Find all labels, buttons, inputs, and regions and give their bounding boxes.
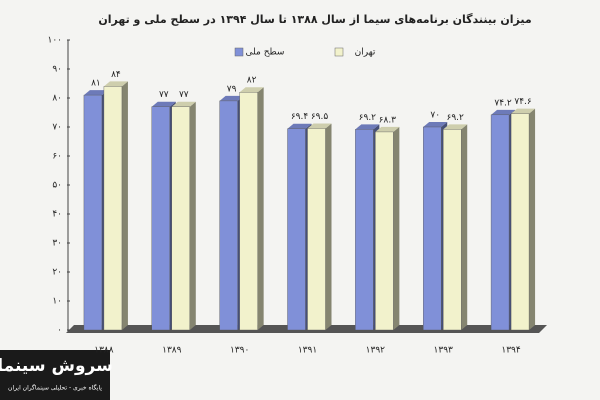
bar xyxy=(307,128,326,331)
bar-side xyxy=(121,81,128,331)
x-tick-label: ۱۳۸۹ xyxy=(162,346,182,356)
legend-label: سطح ملی xyxy=(246,48,285,58)
bar-top xyxy=(423,122,448,127)
y-tick-label: ۸۰ xyxy=(52,94,62,104)
y-tick-label: ۱۰ xyxy=(52,297,62,307)
y-tick-label: ۰ xyxy=(57,326,62,336)
x-tick-label: ۱۳۹۲ xyxy=(366,346,386,356)
y-tick-label: ۵۰ xyxy=(52,181,62,191)
bar-top xyxy=(511,108,536,114)
value-label: ۷۴.۶ xyxy=(514,97,532,107)
bar xyxy=(151,106,170,331)
value-label: ۸۲ xyxy=(247,76,257,86)
y-tick-label: ۴۰ xyxy=(52,210,62,220)
y-tick-label: ۹۰ xyxy=(52,65,62,75)
value-label: ۷۷ xyxy=(159,90,169,100)
value-label: ۷۰ xyxy=(430,111,440,121)
value-label: ۸۱ xyxy=(91,79,101,89)
x-tick-label: ۱۳۸۸ xyxy=(94,346,114,356)
bar-top xyxy=(103,81,128,87)
bar-top xyxy=(287,123,312,129)
value-label: ۶۸.۳ xyxy=(379,115,397,125)
bar xyxy=(423,126,442,331)
bar-top xyxy=(491,109,516,115)
value-label: ۶۹.۵ xyxy=(311,112,329,122)
bar-side xyxy=(529,108,536,330)
bar xyxy=(287,128,306,331)
y-tick-label: ۷۰ xyxy=(52,123,62,133)
bar xyxy=(510,113,530,331)
y-tick-label: ۶۰ xyxy=(52,152,62,162)
bar-top xyxy=(443,124,468,130)
bar-side xyxy=(257,87,264,330)
watermark-subtitle: پایگاه خبری - تحلیلی سینماگران ایران xyxy=(8,384,102,392)
bar-top xyxy=(219,95,244,101)
bar-top xyxy=(171,101,196,107)
value-label: ۶۹.۲ xyxy=(359,113,377,123)
bar-side xyxy=(461,124,468,330)
value-label: ۷۷ xyxy=(179,90,189,100)
bar-top xyxy=(83,90,108,96)
x-tick-label: ۱۳۹۴ xyxy=(501,346,521,356)
x-tick-label: ۱۳۹۱ xyxy=(298,346,317,356)
bar xyxy=(375,131,394,331)
bar-top xyxy=(355,124,380,130)
chart-title: میزان بینندگان برنامه‌های سیما از سال ۱۳… xyxy=(98,13,531,26)
bar xyxy=(219,100,238,331)
y-tick-label: ۱۰۰ xyxy=(47,36,62,46)
value-label: ۶۹.۲ xyxy=(447,113,465,123)
bar xyxy=(103,86,123,331)
legend-label: تهران xyxy=(355,48,376,58)
bar xyxy=(355,129,374,331)
bar xyxy=(83,94,103,331)
watermark-title: سروش سینما xyxy=(0,356,113,376)
bar-side xyxy=(393,126,400,331)
bar xyxy=(239,91,258,331)
value-label: ۸۴ xyxy=(111,70,121,80)
y-tick-label: ۲۰ xyxy=(52,268,62,278)
value-label: ۷۴.۲ xyxy=(494,98,512,108)
bar-top xyxy=(307,123,332,129)
legend-swatch xyxy=(234,47,244,57)
y-tick-label: ۳۰ xyxy=(52,239,62,249)
bar-top xyxy=(239,87,264,93)
bar-side xyxy=(189,101,196,330)
value-label: ۶۹.۴ xyxy=(291,112,309,122)
value-label: ۷۹ xyxy=(227,84,237,94)
legend-swatch xyxy=(334,47,344,57)
bar xyxy=(443,129,462,331)
bar-side xyxy=(325,123,332,330)
bar-top xyxy=(151,101,176,107)
bar xyxy=(171,106,190,331)
x-tick-label: ۱۳۹۳ xyxy=(434,346,454,356)
bar xyxy=(490,114,510,331)
watermark-box xyxy=(0,350,110,400)
x-tick-label: ۱۳۹۰ xyxy=(230,346,249,356)
bar-top xyxy=(375,126,400,132)
